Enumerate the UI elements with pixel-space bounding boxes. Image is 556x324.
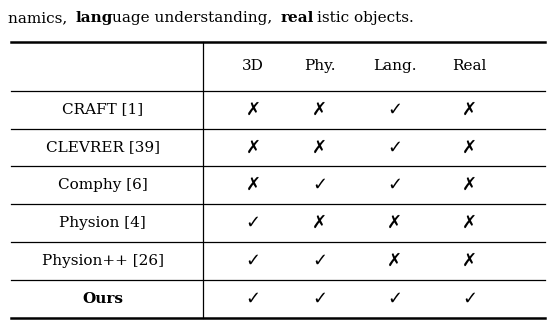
Text: lang: lang <box>76 11 113 25</box>
Text: Physion++ [26]: Physion++ [26] <box>42 254 164 268</box>
Text: ✓: ✓ <box>387 290 403 307</box>
Text: ✗: ✗ <box>462 176 478 194</box>
Text: ✓: ✓ <box>245 252 261 270</box>
Text: ✗: ✗ <box>245 101 261 119</box>
Text: ✓: ✓ <box>462 290 478 307</box>
Text: ✓: ✓ <box>312 252 327 270</box>
Text: ✓: ✓ <box>312 176 327 194</box>
Text: ✗: ✗ <box>245 176 261 194</box>
Text: ✗: ✗ <box>312 214 327 232</box>
Text: Comphy [6]: Comphy [6] <box>58 178 148 192</box>
Text: ✗: ✗ <box>312 101 327 119</box>
Text: Lang.: Lang. <box>373 59 416 74</box>
Text: Phy.: Phy. <box>304 59 335 74</box>
Text: ✗: ✗ <box>245 138 261 156</box>
Text: ✗: ✗ <box>462 101 478 119</box>
Text: ✓: ✓ <box>312 290 327 307</box>
Text: ✗: ✗ <box>387 214 403 232</box>
Text: istic objects.: istic objects. <box>317 11 414 25</box>
Text: ✓: ✓ <box>387 138 403 156</box>
Text: Ours: Ours <box>82 292 123 306</box>
Text: ✗: ✗ <box>462 214 478 232</box>
Text: namics,: namics, <box>8 11 72 25</box>
Text: Real: Real <box>453 59 487 74</box>
Text: real: real <box>280 11 314 25</box>
Text: ✗: ✗ <box>312 138 327 156</box>
Text: ✗: ✗ <box>387 252 403 270</box>
Text: CRAFT [1]: CRAFT [1] <box>62 103 143 117</box>
Text: 3D: 3D <box>242 59 264 74</box>
Text: uage understanding,: uage understanding, <box>112 11 277 25</box>
Text: CLEVRER [39]: CLEVRER [39] <box>46 140 160 155</box>
Text: ✓: ✓ <box>387 176 403 194</box>
Text: Physion [4]: Physion [4] <box>59 216 146 230</box>
Text: ✗: ✗ <box>462 252 478 270</box>
Text: ✓: ✓ <box>387 101 403 119</box>
Text: ✓: ✓ <box>245 290 261 307</box>
Text: ✗: ✗ <box>462 138 478 156</box>
Text: ✓: ✓ <box>245 214 261 232</box>
